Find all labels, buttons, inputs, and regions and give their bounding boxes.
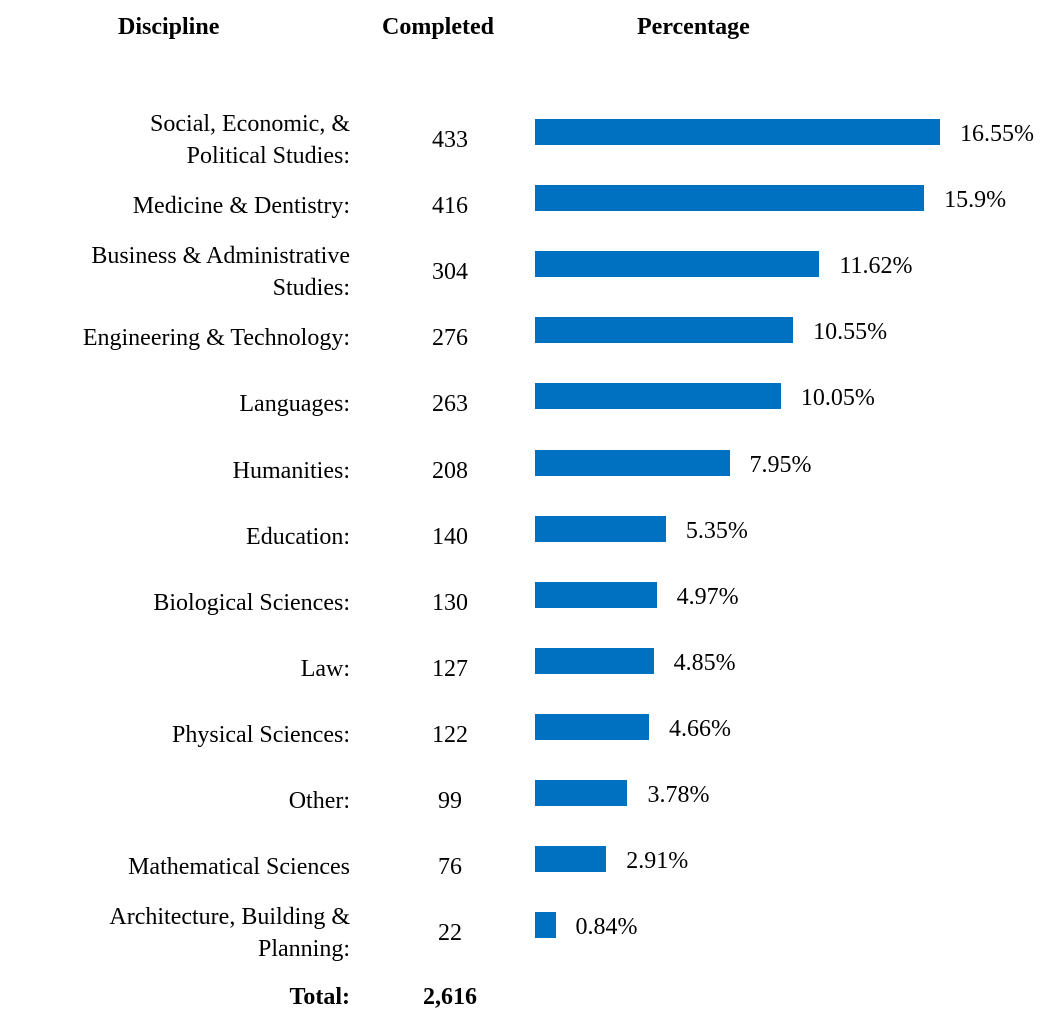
completed-count: 76	[438, 854, 462, 881]
completed-count: 304	[432, 259, 468, 286]
value-label: 3.78%	[647, 782, 710, 808]
value-label: 5.35%	[685, 517, 748, 544]
value-label: 10.55%	[813, 319, 888, 346]
completed-count: 276	[432, 325, 468, 352]
bar	[535, 185, 925, 212]
value-label: 4.85%	[673, 649, 736, 676]
bar	[535, 515, 666, 542]
category-label: Social, Economic, & Political Studies:	[150, 111, 350, 169]
category-label: Business & Administrative Studies:	[91, 243, 350, 302]
category-label: Biological Sciences:	[153, 589, 350, 616]
category-label: Mathematical Sciences	[128, 854, 350, 881]
completed-count: 22	[438, 920, 462, 947]
completed-count: 416	[432, 193, 468, 220]
completed-count: 130	[432, 589, 468, 616]
value-label: 4.97%	[676, 583, 739, 610]
completed-count: 263	[432, 391, 468, 418]
bar	[535, 449, 730, 476]
value-label: 2.91%	[626, 848, 689, 875]
total-value: 2,616	[423, 984, 477, 1011]
category-label: Engineering & Technology:	[82, 325, 350, 352]
category-label: Humanities:	[232, 457, 350, 484]
completed-count: 208	[432, 457, 468, 484]
header-completed: Completed	[382, 14, 494, 40]
bar	[535, 251, 820, 278]
category-label: Architecture, Building & Planning:	[109, 904, 350, 963]
header-discipline: Discipline	[118, 14, 220, 40]
completed-count: 433	[432, 127, 468, 153]
completed-count: 140	[432, 523, 468, 550]
category-label: Other:	[288, 788, 350, 814]
category-label: Languages:	[239, 391, 350, 418]
total-label: Total:	[289, 984, 350, 1011]
bar	[535, 713, 650, 740]
value-label: 10.05%	[800, 385, 875, 412]
bar	[535, 383, 781, 410]
value-label: 0.84%	[575, 914, 638, 941]
completed-count: 127	[432, 655, 468, 682]
bar	[535, 119, 940, 145]
value-label: 7.95%	[749, 451, 812, 478]
value-label: 15.9%	[944, 187, 1007, 214]
value-label: 4.66%	[669, 715, 732, 742]
bar	[535, 846, 607, 873]
bar	[535, 780, 628, 806]
value-label: 16.55%	[959, 121, 1034, 147]
completed-count: 99	[438, 788, 462, 814]
category-label: Law:	[300, 655, 350, 682]
bar	[535, 581, 657, 608]
bar	[535, 317, 794, 344]
bar	[535, 647, 654, 674]
category-label: Medicine & Dentistry:	[132, 193, 350, 220]
completed-count: 122	[432, 721, 468, 748]
category-label: Physical Sciences:	[172, 721, 350, 748]
category-label: Education:	[246, 523, 350, 550]
bar	[535, 912, 556, 939]
value-label: 11.62%	[839, 253, 913, 280]
header-percentage: Percentage	[637, 14, 750, 40]
